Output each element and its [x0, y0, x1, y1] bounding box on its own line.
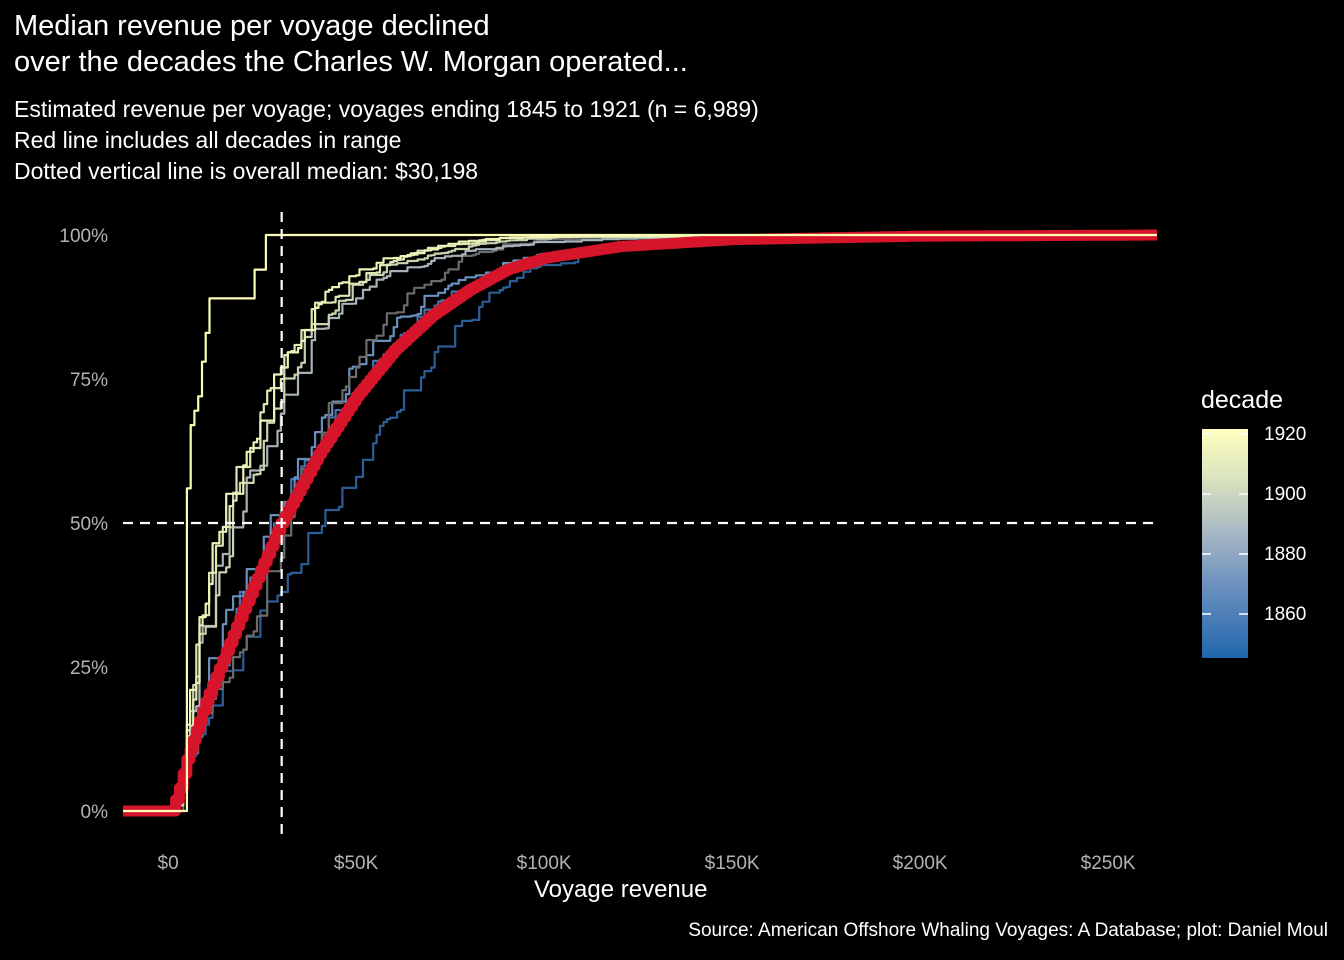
subtitle-line-3: Dotted vertical line is overall median: … — [14, 158, 479, 184]
subtitle-line-2: Red line includes all decades in range — [14, 127, 402, 153]
subtitle-line-1: Estimated revenue per voyage; voyages en… — [14, 96, 759, 122]
axis-ticks: $0 $50K $100K $150K $200K $250K 0% 25% 50% 75% 100… — [59, 226, 1136, 874]
y-tick-label: 0% — [81, 802, 109, 823]
y-tick-label: 75% — [70, 370, 108, 391]
legend-ticks — [1202, 433, 1248, 615]
legend-colorbar — [1202, 429, 1248, 658]
x-axis-label: Voyage revenue — [534, 876, 708, 903]
x-tick-label: $150K — [705, 853, 760, 874]
x-tick-label: $200K — [893, 853, 948, 874]
x-tick-label: $50K — [334, 853, 379, 874]
y-tick-label: 50% — [70, 514, 108, 535]
chart-title: Median revenue per voyage declined over … — [14, 8, 688, 80]
x-tick-label: $0 — [158, 853, 179, 874]
series-layer — [123, 229, 1160, 817]
reference-lines — [123, 212, 1157, 840]
legend-label-1920: 1920 — [1264, 424, 1307, 445]
x-tick-label: $100K — [517, 853, 572, 874]
series-line-1920 — [123, 233, 1157, 813]
legend-title: decade — [1201, 386, 1284, 414]
source-caption: Source: American Offshore Whaling Voyage… — [688, 920, 1328, 941]
legend-label-1880: 1880 — [1264, 544, 1307, 565]
legend-label-1900: 1900 — [1264, 484, 1307, 505]
legend-gradient-bar — [1202, 429, 1248, 658]
legend-label-1860: 1860 — [1264, 604, 1307, 625]
chart-subtitle: Estimated revenue per voyage; voyages en… — [14, 94, 759, 187]
y-tick-label: 25% — [70, 658, 108, 679]
y-tick-label: 100% — [59, 226, 108, 247]
title-line-2: over the decades the Charles W. Morgan o… — [14, 46, 688, 78]
series-line-all — [123, 229, 1160, 817]
title-line-1: Median revenue per voyage declined — [14, 10, 490, 42]
x-tick-label: $250K — [1081, 853, 1136, 874]
